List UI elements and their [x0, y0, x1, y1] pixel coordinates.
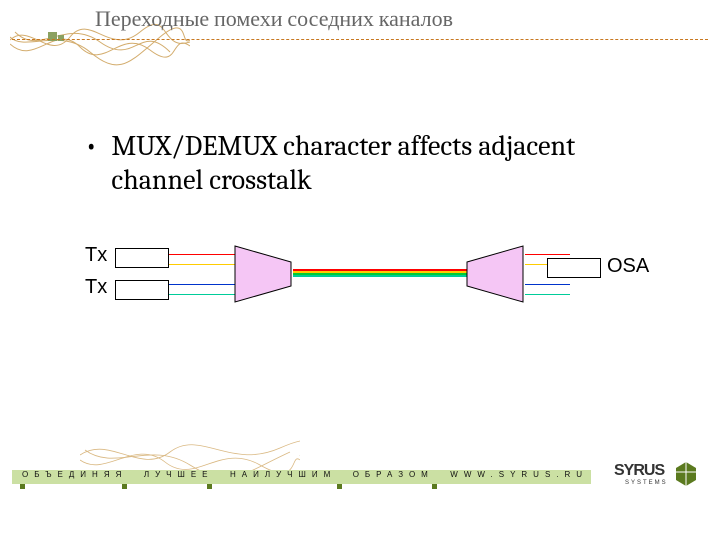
footer-text: ОБЪЕДИНЯЯ ЛУЧШЕЕ НАИЛУЧШИМ ОБРАЗОМ WWW.S…: [22, 470, 588, 479]
out-line-1: [525, 254, 570, 255]
footer-tick: [207, 484, 212, 489]
bundled-line-4: [293, 275, 467, 277]
footer-tick: [20, 484, 25, 489]
in-line-1: [169, 254, 235, 255]
footer-tick: [122, 484, 127, 489]
footer-word-4: ОБРАЗОМ: [353, 470, 434, 479]
footer-word-3: НАИЛУЧШИМ: [230, 470, 336, 479]
title-underline: [12, 39, 708, 40]
logo-glyph-icon: [676, 462, 696, 486]
footer-tick: [432, 484, 437, 489]
bullet-text: MUX/DEMUX character affects adjacent cha…: [111, 130, 645, 197]
osa-box: [547, 258, 601, 278]
footer-word-2: ЛУЧШЕЕ: [144, 470, 214, 479]
out-line-4: [525, 294, 570, 295]
bullet-item: • MUX/DEMUX character affects adjacent c…: [85, 130, 645, 197]
tx-box-1: [115, 248, 169, 268]
demux-trapezoid: [465, 244, 525, 304]
mux-demux-diagram: Tx Tx OSA: [85, 240, 645, 360]
in-line-3: [169, 284, 235, 285]
tx-label-1: Tx: [85, 244, 107, 267]
footer-word-5: WWW.SYRUS.RU: [450, 470, 588, 479]
page-title: Переходные помехи соседних каналов: [95, 6, 453, 32]
mux-trapezoid: [233, 244, 293, 304]
logo-text: SYRUS: [614, 462, 664, 480]
in-line-4: [169, 294, 235, 295]
footer-tick: [337, 484, 342, 489]
bullet-marker: •: [85, 130, 97, 197]
footer-word-1: ОБЪЕДИНЯЯ: [22, 470, 127, 479]
footer-bar: ОБЪЕДИНЯЯ ЛУЧШЕЕ НАИЛУЧШИМ ОБРАЗОМ WWW.S…: [12, 470, 591, 484]
in-line-2: [169, 264, 235, 265]
osa-label: OSA: [607, 255, 649, 278]
tx-label-2: Tx: [85, 276, 107, 299]
out-line-3: [525, 284, 570, 285]
tx-box-2: [115, 280, 169, 300]
logo-subtext: SYSTEMS: [625, 480, 668, 486]
